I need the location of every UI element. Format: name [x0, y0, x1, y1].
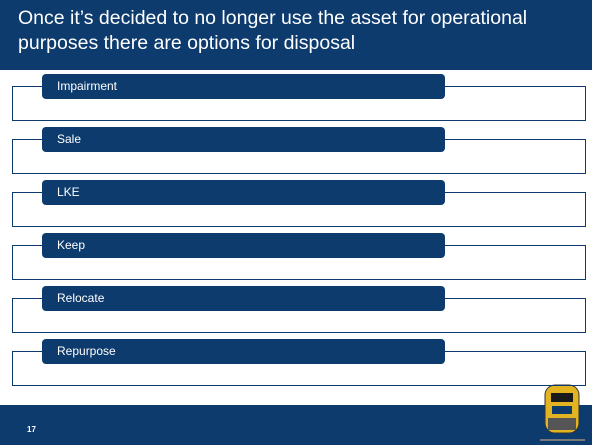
item-label: Keep	[57, 238, 85, 252]
slide: Once it’s decided to no longer use the a…	[0, 0, 592, 445]
item-label: LKE	[57, 185, 80, 199]
item-label-box	[42, 127, 445, 152]
item-label: Sale	[57, 132, 81, 146]
item-list: Impairment Sale LKE Keep Relocate Repurpose	[0, 0, 592, 445]
item-label: Repurpose	[57, 344, 116, 358]
locomotive-icon	[540, 385, 585, 440]
item-label-box	[42, 233, 445, 258]
item-label: Impairment	[57, 79, 118, 93]
item-label-box	[42, 180, 445, 205]
item-label: Relocate	[57, 291, 105, 305]
